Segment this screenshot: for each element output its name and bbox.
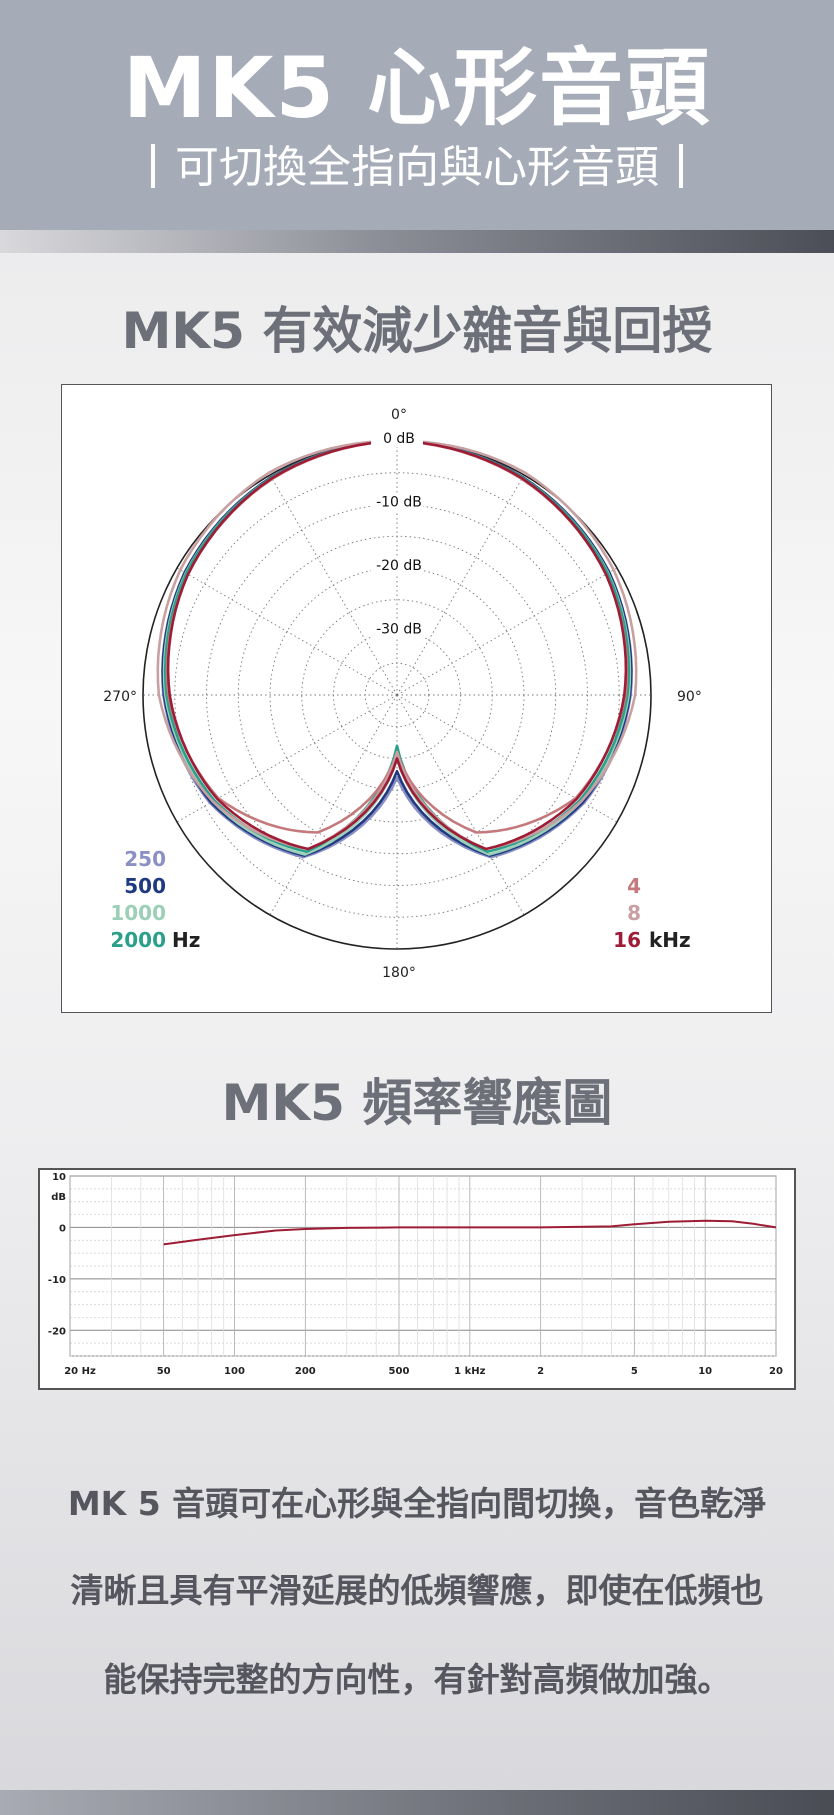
frequency-y-tick: 10: [52, 1172, 66, 1183]
polar-ring-label-bg: [371, 556, 423, 574]
frequency-grid: [69, 1175, 777, 1357]
polar-chart-panel: 0° 90° 180° 270° 0 dB -10 dB -20 dB -30 dB 250 50…: [61, 384, 772, 1013]
polar-spoke: [269, 694, 398, 916]
legend-left-entry: 1000: [110, 901, 166, 925]
frequency-x-tick: 500: [389, 1366, 410, 1377]
description-line-1: MK 5 音頭可在心形與全指向間切換，音色乾淨: [67, 1484, 767, 1523]
subtitle-left-bar: [151, 144, 155, 188]
polar-ring-label-bg: [371, 492, 423, 511]
legend-left-entry: 500: [124, 874, 166, 898]
subtitle-text: 可切換全指向與心形音頭: [175, 142, 659, 193]
polar-labels: 0° 90° 180° 270° 0 dB -10 dB -20 dB -30 dB 250 50…: [103, 407, 702, 981]
header-banner: MK5 心形音頭 可切換全指向與心形音頭: [0, 0, 834, 230]
polar-spoke: [269, 474, 398, 696]
polar-spoke: [396, 474, 525, 696]
legend-left-entry: 2000: [110, 928, 166, 952]
polar-ring-label-bg: [371, 619, 423, 638]
polar-grid: [142, 440, 652, 950]
frequency-x-tick: 20: [769, 1366, 783, 1377]
frequency-x-tick: 50: [157, 1366, 171, 1377]
polar-series-500: [161, 439, 633, 857]
footer-stripe: [0, 1790, 834, 1815]
polar-spoke: [176, 567, 398, 696]
polar-ring-label: 0 dB: [383, 431, 415, 447]
page-title: MK5 心形音頭: [122, 39, 712, 137]
polar-ring: [174, 472, 620, 918]
legend-left-entry: 250: [124, 847, 166, 871]
frequency-y-tick: -10: [48, 1275, 66, 1286]
description-line-3: 能保持完整的方向性，有針對高頻做加強。: [103, 1660, 731, 1699]
polar-series-group: [156, 439, 638, 859]
polar-angle-label: 0°: [391, 407, 407, 423]
polar-ring-label: -20 dB: [376, 558, 422, 574]
page-subtitle: 可切換全指向與心形音頭: [0, 142, 834, 194]
polar-angle-label: 90°: [677, 689, 702, 705]
polar-ring-label: -30 dB: [376, 622, 422, 638]
frequency-x-tick: 20 Hz: [64, 1366, 96, 1377]
legend-right-unit: kHz: [649, 928, 691, 952]
frequency-response-line: [163, 1219, 777, 1246]
polar-chart: 0° 90° 180° 270° 0 dB -10 dB -20 dB -30 dB 250 50…: [103, 407, 702, 981]
frequency-series-group: [163, 1219, 777, 1246]
polar-angle-label: 270°: [103, 689, 137, 705]
frequency-x-tick: 200: [295, 1366, 316, 1377]
frequency-y-tick: -20: [48, 1326, 66, 1337]
polar-spoke: [396, 567, 618, 696]
frequency-x-tick: 2: [537, 1366, 544, 1377]
legend-left-unit: Hz: [172, 928, 200, 952]
polar-ring-label: -10 dB: [376, 495, 422, 511]
frequency-chart-panel: 10 0 -10 -20 dB 20 Hz 50 100 200 500 1 kHz 2 5 10 20: [38, 1168, 796, 1390]
polar-series-2000: [163, 439, 631, 854]
polar-series-16: [166, 439, 628, 851]
frequency-x-tick: 10: [698, 1366, 712, 1377]
header-stripe: [0, 230, 834, 253]
frequency-y-axis-label: dB: [51, 1192, 66, 1203]
polar-angle-label: 180°: [382, 965, 416, 981]
description-line-2: 清晰且具有平滑延展的低頻響應，即使在低頻也: [70, 1571, 764, 1610]
legend-right-entry: 8: [627, 901, 641, 925]
legend-right-entry: 4: [627, 874, 641, 898]
polar-section-title: MK5 有效減少雜音與回授: [121, 302, 713, 360]
frequency-x-tick: 1 kHz: [454, 1366, 485, 1377]
polar-series-8: [156, 439, 638, 851]
subtitle-right-bar: [679, 144, 683, 188]
polar-spoke: [396, 694, 525, 916]
legend-right-entry: 16: [613, 928, 641, 952]
frequency-x-tick: 100: [224, 1366, 245, 1377]
polar-ring-label-bg: [371, 429, 423, 447]
frequency-x-tick: 5: [631, 1366, 638, 1377]
frequency-y-tick: 0: [59, 1223, 66, 1234]
frequency-section-title: MK5 頻率響應圖: [221, 1074, 613, 1132]
